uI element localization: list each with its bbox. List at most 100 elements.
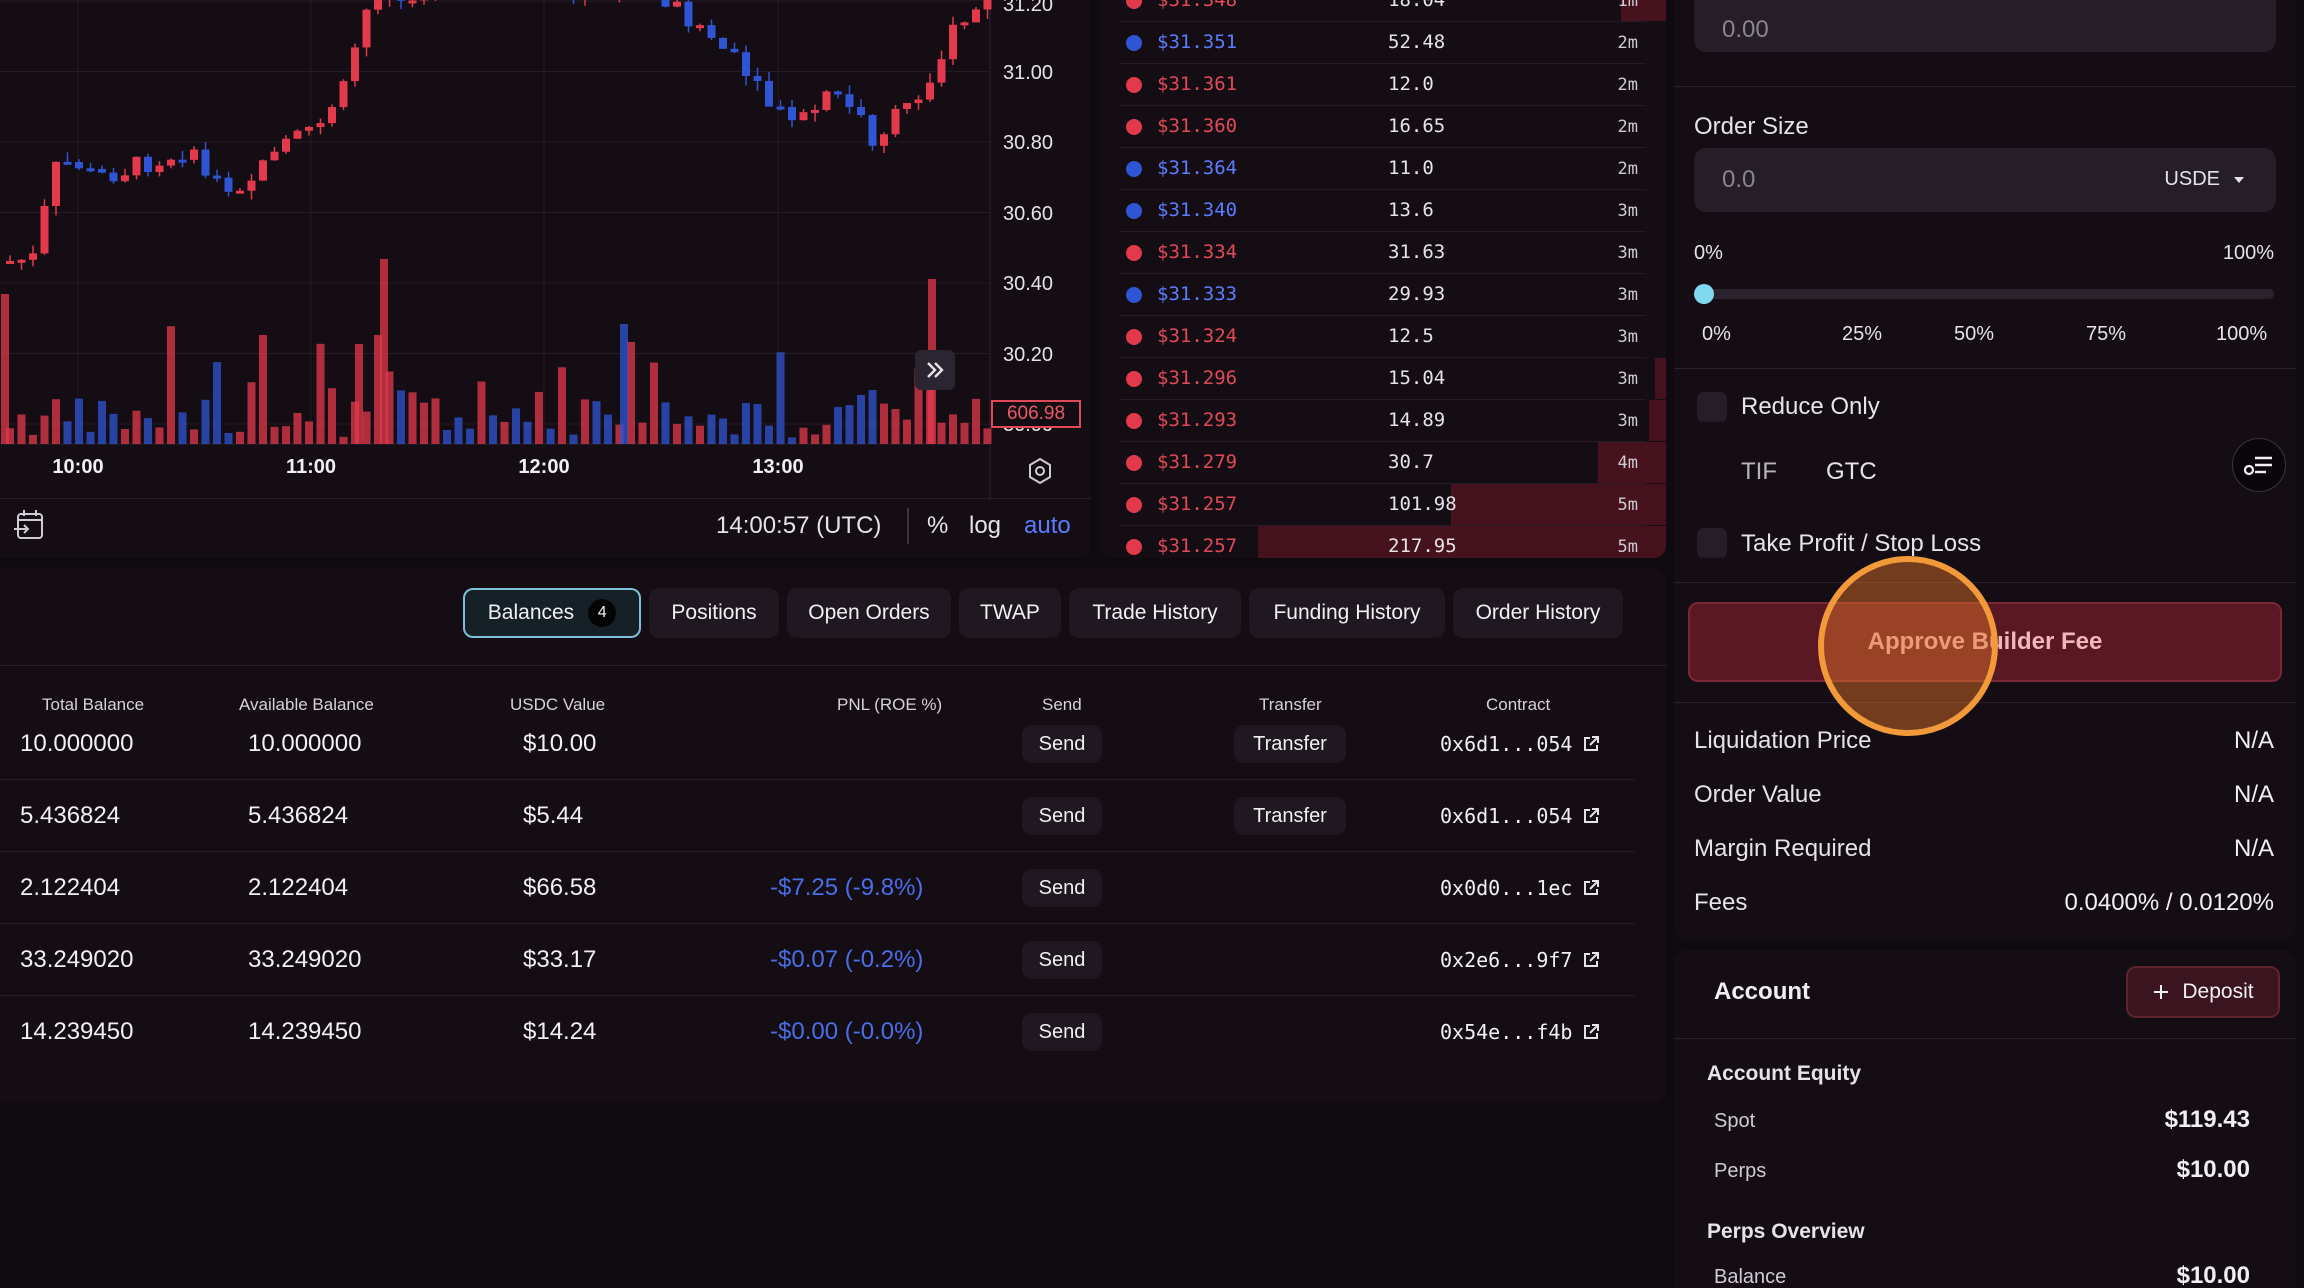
- tab-funding-history[interactable]: Funding History: [1249, 588, 1445, 638]
- trade-age: 3m: [1617, 327, 1638, 347]
- contract-link[interactable]: 0x6d1...054: [1440, 804, 1600, 828]
- volume-bar: [620, 324, 628, 444]
- trade-age: 3m: [1617, 285, 1638, 305]
- volume-bar: [443, 429, 451, 444]
- deposit-label: Deposit: [2182, 980, 2254, 1003]
- volume-bar: [121, 429, 129, 444]
- slider-mark[interactable]: 75%: [2086, 323, 2127, 345]
- currency-select[interactable]: USDE: [2164, 168, 2244, 191]
- volume-bar: [960, 422, 969, 444]
- contract-link[interactable]: 0x0d0...1ec: [1440, 876, 1600, 900]
- slider-mark[interactable]: 50%: [1954, 323, 1995, 345]
- volume-bar: [466, 428, 474, 444]
- slider-mark[interactable]: 25%: [1842, 323, 1883, 345]
- send-button[interactable]: Send: [1022, 869, 1102, 907]
- expand-button[interactable]: [915, 350, 955, 390]
- perps-label: Perps: [1714, 1160, 1767, 1182]
- candle-body: [351, 47, 359, 82]
- candle-body: [857, 106, 865, 116]
- candle-body: [155, 165, 164, 173]
- side-dot-icon: [1126, 35, 1142, 51]
- header-total-balance[interactable]: Total Balance: [42, 695, 145, 714]
- trade-depth-bar: [1621, 0, 1666, 21]
- tab-positions[interactable]: Positions: [649, 588, 779, 638]
- tab-balances[interactable]: Balances 4: [463, 588, 641, 638]
- candle-body: [937, 59, 946, 83]
- price-chart-panel[interactable]: 31.20 31.00 30.80 30.60 30.40 30.20 30.0…: [0, 0, 1091, 558]
- available-balance-cell: 5.436824: [248, 802, 349, 829]
- transfer-button[interactable]: Transfer: [1234, 725, 1346, 763]
- header-usdc-value[interactable]: USDC Value: [510, 695, 606, 714]
- order-size-input[interactable]: 0.0 USDE: [1694, 148, 2276, 212]
- volume-badge: 606.98: [991, 400, 1081, 428]
- approve-builder-fee-button[interactable]: Approve Builder Fee: [1688, 602, 2282, 682]
- candle-body: [799, 112, 808, 121]
- volume-bar: [776, 352, 785, 444]
- reduce-only-checkbox[interactable]: [1697, 392, 1727, 422]
- candle-body: [247, 180, 256, 191]
- header-available-balance[interactable]: Available Balance: [239, 695, 374, 714]
- trade-size: 13.6: [1388, 199, 1434, 221]
- account-title: Account: [1714, 978, 1810, 1005]
- candlestick-chart[interactable]: [0, 0, 1091, 500]
- tif-select[interactable]: GTC: [1826, 458, 1877, 485]
- percent-scale-toggle[interactable]: %: [927, 512, 949, 539]
- volume-bar: [903, 419, 911, 444]
- contract-link[interactable]: 0x54e...f4b: [1440, 1020, 1600, 1044]
- contract-link[interactable]: 0x2e6...9f7: [1440, 948, 1600, 972]
- volume-bar: [880, 403, 888, 444]
- options-separator: [907, 508, 909, 544]
- candle-body: [270, 151, 279, 161]
- trade-age: 2m: [1617, 75, 1638, 95]
- slider-mark[interactable]: 100%: [2216, 323, 2268, 345]
- header-pnl[interactable]: PNL (ROE %): [837, 695, 943, 714]
- time-tick: 12:00: [518, 456, 570, 478]
- divider: [1674, 702, 2296, 703]
- trade-age: 2m: [1617, 117, 1638, 137]
- total-balance-cell: 14.239450: [20, 1018, 134, 1045]
- contract-link[interactable]: 0x6d1...054: [1440, 732, 1600, 756]
- price-input[interactable]: 0.00: [1694, 0, 2276, 52]
- header-contract: Contract: [1486, 695, 1551, 714]
- size-slider-track[interactable]: [1704, 289, 2274, 299]
- candle-body: [742, 52, 750, 77]
- trade-price: $31.360: [1157, 115, 1238, 137]
- side-dot-icon: [1126, 0, 1142, 9]
- spot-value: $119.43: [2164, 1106, 2250, 1133]
- tab-open-orders[interactable]: Open Orders: [787, 588, 951, 638]
- price-input-value: 0.00: [1722, 16, 1769, 43]
- volume-bar: [431, 398, 440, 444]
- order-options-button[interactable]: [2232, 438, 2286, 492]
- volume-bar: [546, 428, 555, 444]
- tab-order-history[interactable]: Order History: [1453, 588, 1623, 638]
- settings-icon[interactable]: [1025, 456, 1055, 486]
- send-button[interactable]: Send: [1022, 797, 1102, 835]
- send-button[interactable]: Send: [1022, 941, 1102, 979]
- tp-sl-label[interactable]: Take Profit / Stop Loss: [1741, 530, 1982, 557]
- candle-body: [845, 94, 854, 107]
- usdc-value-cell: $10.00: [523, 730, 597, 757]
- trade-row: $31.334 31.63 3m: [1100, 232, 1666, 274]
- candle-body: [903, 103, 911, 109]
- send-button[interactable]: Send: [1022, 1013, 1102, 1051]
- log-scale-toggle[interactable]: log: [969, 512, 1002, 539]
- trade-row: $31.257 101.98 5m: [1100, 484, 1666, 526]
- send-button[interactable]: Send: [1022, 725, 1102, 763]
- row-divider: [1120, 105, 1646, 106]
- row-divider: [1120, 441, 1646, 442]
- tab-twap[interactable]: TWAP: [959, 588, 1061, 638]
- trade-price: $31.348: [1157, 0, 1238, 11]
- volume-bar: [857, 394, 865, 444]
- tp-sl-checkbox[interactable]: [1697, 528, 1727, 558]
- slider-mark[interactable]: 0%: [1702, 323, 1731, 345]
- auto-scale-toggle[interactable]: auto: [1024, 512, 1071, 539]
- row-divider: [1120, 63, 1646, 64]
- calendar-goto-icon[interactable]: [12, 508, 46, 542]
- size-slider-thumb[interactable]: [1694, 284, 1714, 304]
- reduce-only-label[interactable]: Reduce Only: [1741, 393, 1880, 420]
- tab-trade-history[interactable]: Trade History: [1069, 588, 1241, 638]
- candle-body: [834, 91, 842, 95]
- transfer-button[interactable]: Transfer: [1234, 797, 1346, 835]
- deposit-button[interactable]: Deposit: [2126, 966, 2280, 1018]
- order-value-label: Order Value: [1694, 781, 1822, 808]
